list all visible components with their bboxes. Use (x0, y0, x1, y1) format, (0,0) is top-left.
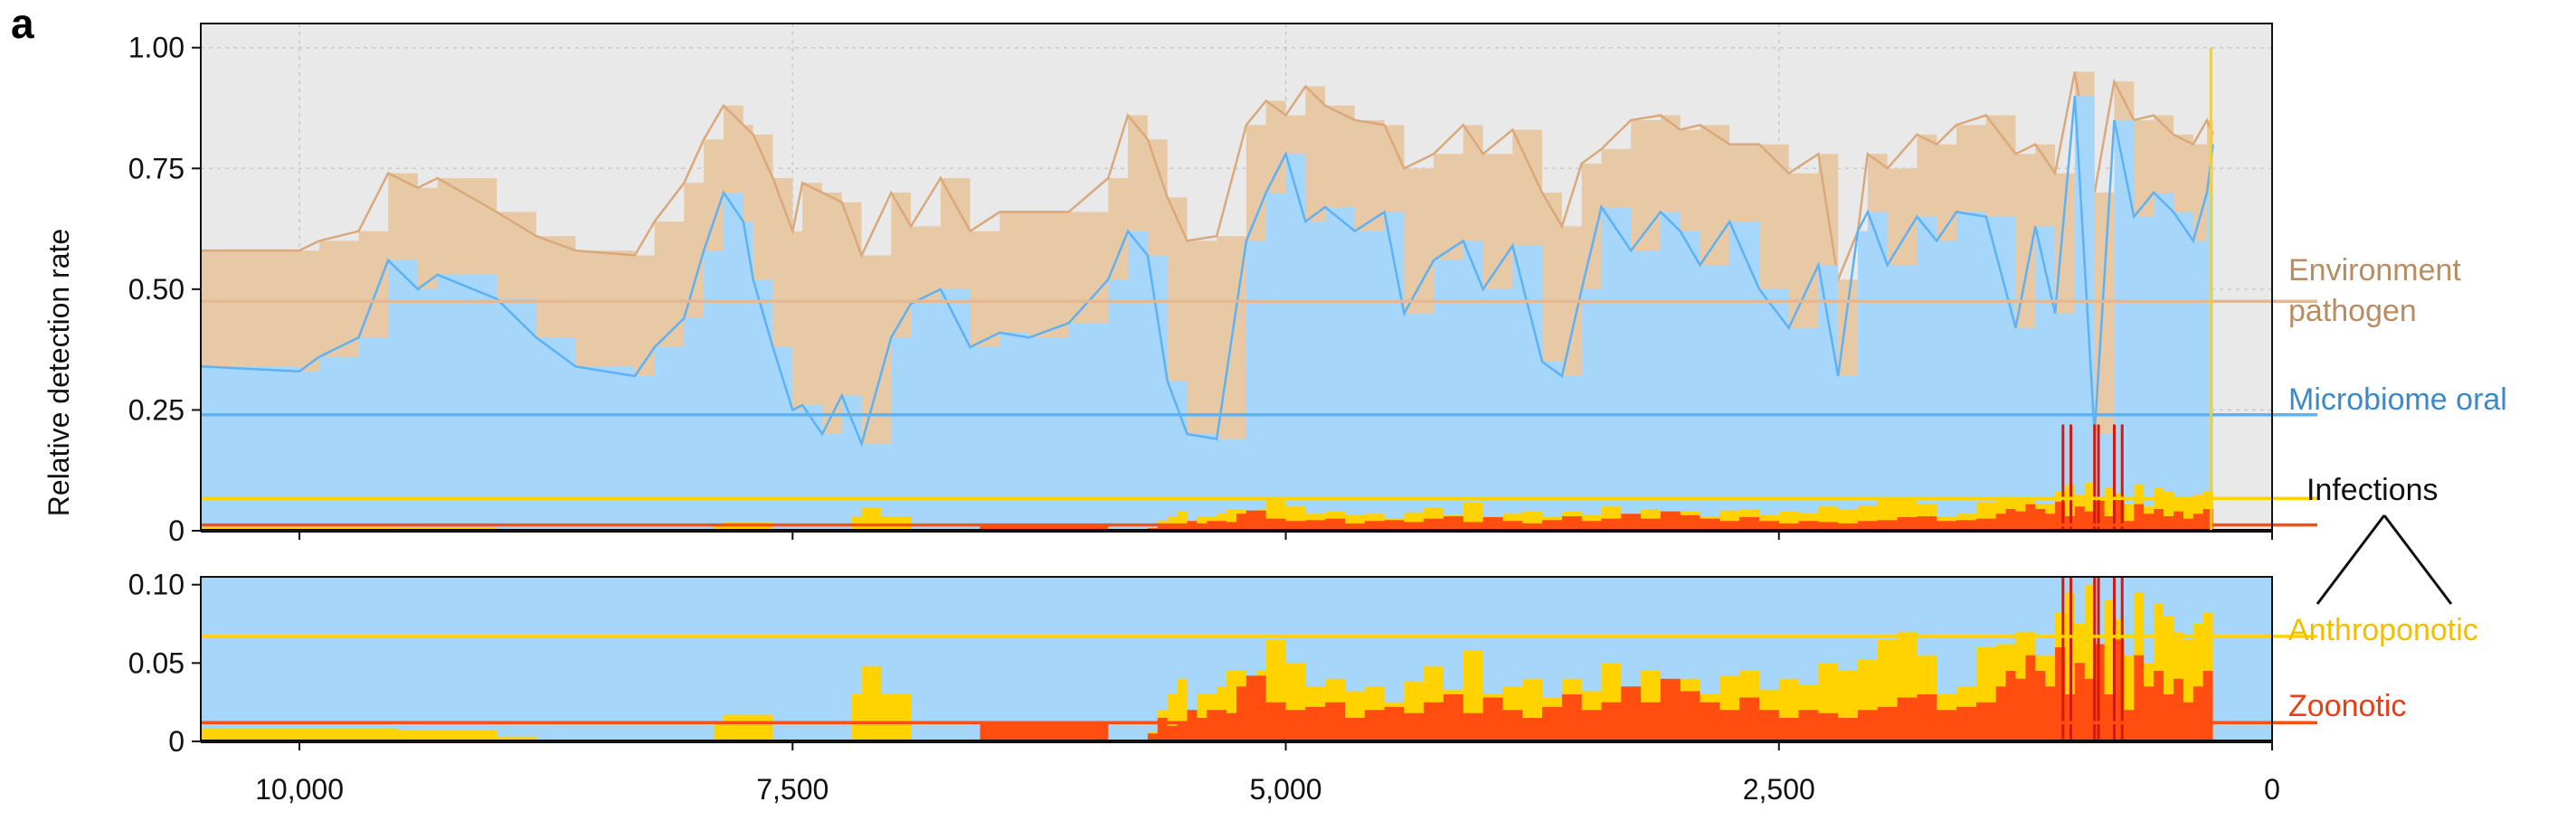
top-panel: 0 0.25 0.50 0.75 1.00 (128, 23, 2317, 547)
legend-microbiome-oral: Microbiome oral (2288, 382, 2507, 417)
bottom-y-tick-label-1: 0.05 (128, 646, 185, 679)
top-y-tick-label-1: 0.25 (128, 393, 185, 426)
x-tick-label-1: 7,500 (756, 773, 829, 806)
bottom-area-zoonotic (201, 639, 2213, 741)
top-area-zoonotic (201, 499, 2213, 531)
line-environment-pathogen (201, 71, 2214, 284)
panel-letter: a (11, 0, 34, 47)
bottom-frame (200, 576, 2273, 742)
top-y-tick-label-4: 1.00 (128, 32, 185, 64)
bottom-plot-area (201, 577, 2272, 741)
legend-tree-right-branch (2382, 514, 2453, 605)
x-tick-label-4: 0 (2264, 773, 2280, 806)
bottom-y-tick-label-2: 0.10 (128, 569, 185, 601)
legend: Environment pathogen Microbiome oral Inf… (2288, 253, 2507, 723)
top-area-anthroponotic (201, 481, 2213, 531)
legend-environment-line1: Environment (2288, 253, 2461, 288)
top-y-tick-label-3: 0.75 (128, 152, 185, 184)
area-microbiome-oral (201, 96, 2213, 531)
top-plot-area (201, 24, 2272, 531)
x-tick-label-3: 2,500 (1743, 773, 1815, 806)
legend-environment-line2: pathogen (2288, 294, 2417, 328)
top-frame (200, 23, 2273, 532)
x-tick-label-2: 5,000 (1249, 773, 1321, 806)
legend-anthroponotic: Anthroponotic (2288, 613, 2478, 647)
line-microbiome-oral (201, 95, 2214, 448)
x-tick-label-0: 10,000 (255, 773, 344, 806)
legend-zoonotic: Zoonotic (2288, 689, 2406, 723)
legend-infections: Infections (2306, 473, 2439, 507)
y-axis-title: Relative detection rate (43, 229, 75, 516)
top-y-tick-label-0: 0 (168, 514, 185, 547)
legend-tree-left-branch (2316, 514, 2386, 605)
bottom-y-tick-label-0: 0 (168, 725, 185, 758)
top-y-tick-label-2: 0.50 (128, 273, 185, 306)
bottom-panel: 0 0.05 0.10 10,000 7,500 5,000 2,500 0 (128, 569, 2317, 806)
bottom-area-anthroponotic (201, 581, 2213, 741)
